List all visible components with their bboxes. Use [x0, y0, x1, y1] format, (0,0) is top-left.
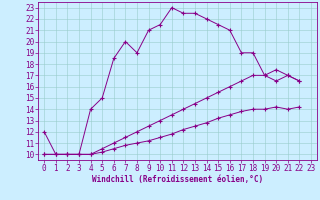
X-axis label: Windchill (Refroidissement éolien,°C): Windchill (Refroidissement éolien,°C): [92, 175, 263, 184]
